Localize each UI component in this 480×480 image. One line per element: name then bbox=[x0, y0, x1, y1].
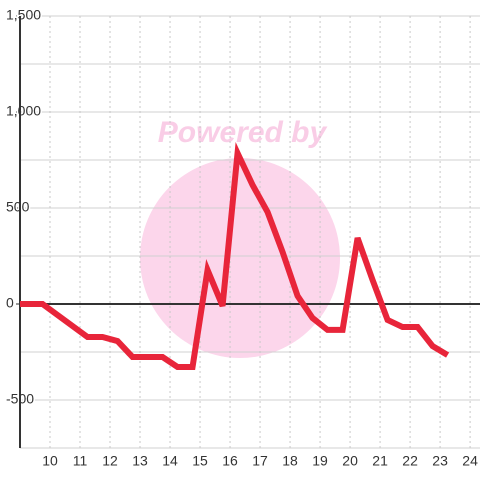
x-tick-label: 14 bbox=[162, 453, 178, 469]
y-tick-label: 1,000 bbox=[6, 103, 41, 119]
x-tick-label: 23 bbox=[432, 453, 448, 469]
x-tick-label: 17 bbox=[252, 453, 268, 469]
x-tick-label: 13 bbox=[132, 453, 148, 469]
x-tick-label: 11 bbox=[73, 453, 88, 469]
x-tick-label: 21 bbox=[372, 453, 388, 469]
y-tick-label: 0 bbox=[6, 295, 14, 311]
x-tick-label: 10 bbox=[42, 453, 58, 469]
x-tick-label: 12 bbox=[102, 453, 118, 469]
x-tick-label: 24 bbox=[462, 453, 478, 469]
x-tick-label: 16 bbox=[222, 453, 238, 469]
x-tick-label: 15 bbox=[192, 453, 208, 469]
x-tick-label: 18 bbox=[282, 453, 298, 469]
x-tick-label: 22 bbox=[402, 453, 418, 469]
data-line bbox=[20, 141, 450, 370]
x-tick-label: 19 bbox=[312, 453, 328, 469]
y-tick-label: 500 bbox=[6, 199, 30, 215]
x-tick-label: 20 bbox=[342, 453, 358, 469]
y-tick-label: 1,500 bbox=[6, 7, 41, 23]
watermark: Powered by bbox=[158, 116, 328, 149]
